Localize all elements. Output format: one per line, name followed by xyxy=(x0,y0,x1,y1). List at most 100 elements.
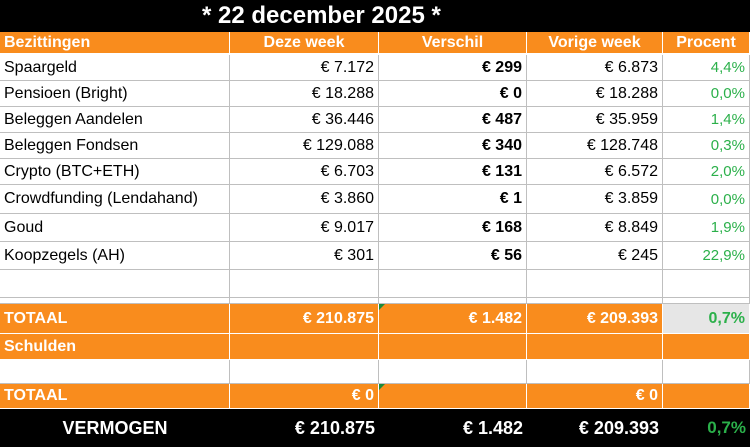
net-worth-row: VERMOGEN € 210.875 € 1.482 € 209.393 0,7… xyxy=(0,409,750,447)
row-pct[interactable]: 4,4% xyxy=(663,55,750,81)
row-last-week[interactable]: € 18.288 xyxy=(527,81,663,107)
empty-cell[interactable] xyxy=(230,298,379,304)
row-this-week[interactable]: € 7.172 xyxy=(230,55,379,81)
empty-cell[interactable] xyxy=(0,360,230,384)
header-deze-week[interactable]: Deze week xyxy=(230,32,379,54)
empty-cell[interactable] xyxy=(379,360,527,384)
table-row: Pensioen (Bright) € 18.288 € 0 € 18.288 … xyxy=(0,81,750,107)
debts-total-last-week[interactable]: € 0 xyxy=(527,384,663,409)
table-row: Crypto (BTC+ETH) € 6.703 € 131 € 6.572 2… xyxy=(0,159,750,185)
empty-cell[interactable] xyxy=(527,270,663,298)
row-name[interactable]: Spaargeld xyxy=(0,55,230,81)
row-this-week[interactable]: € 36.446 xyxy=(230,107,379,133)
empty-cell[interactable] xyxy=(230,360,379,384)
empty-row xyxy=(0,298,750,304)
table-row: Goud € 9.017 € 168 € 8.849 1,9% xyxy=(0,214,750,242)
empty-cell[interactable] xyxy=(527,360,663,384)
row-diff[interactable]: € 56 xyxy=(379,242,527,270)
empty-cell[interactable] xyxy=(0,270,230,298)
debts-header-row: Schulden xyxy=(0,334,750,360)
assets-total-pct[interactable]: 0,7% xyxy=(663,304,750,334)
assets-total-label[interactable]: TOTAAL xyxy=(0,304,230,334)
row-name[interactable]: Beleggen Aandelen xyxy=(0,107,230,133)
debts-header-cell[interactable] xyxy=(663,334,750,360)
debts-total-diff[interactable] xyxy=(379,384,527,409)
row-pct[interactable]: 22,9% xyxy=(663,242,750,270)
row-this-week[interactable]: € 129.088 xyxy=(230,133,379,159)
row-last-week[interactable]: € 8.849 xyxy=(527,214,663,242)
header-vorige-week[interactable]: Vorige week xyxy=(527,32,663,54)
comment-marker-icon xyxy=(379,304,385,310)
header-verschil[interactable]: Verschil xyxy=(379,32,527,54)
empty-cell[interactable] xyxy=(230,270,379,298)
empty-cell[interactable] xyxy=(379,270,527,298)
assets-total-this-week[interactable]: € 210.875 xyxy=(230,304,379,334)
row-this-week[interactable]: € 6.703 xyxy=(230,159,379,185)
row-name[interactable]: Koopzegels (AH) xyxy=(0,242,230,270)
empty-cell[interactable] xyxy=(527,298,663,304)
row-this-week[interactable]: € 18.288 xyxy=(230,81,379,107)
row-diff[interactable]: € 0 xyxy=(379,81,527,107)
empty-cell[interactable] xyxy=(0,298,230,304)
net-worth-pct[interactable]: 0,7% xyxy=(663,409,750,447)
empty-cell[interactable] xyxy=(663,360,750,384)
row-pct[interactable]: 1,9% xyxy=(663,214,750,242)
page-title: * 22 december 2025 * xyxy=(202,2,441,29)
debts-total-row: TOTAAL € 0 € 0 xyxy=(0,384,750,409)
row-last-week[interactable]: € 128.748 xyxy=(527,133,663,159)
title-bar: * 22 december 2025 * xyxy=(0,0,750,32)
header-procent[interactable]: Procent xyxy=(663,32,750,54)
row-diff[interactable]: € 168 xyxy=(379,214,527,242)
row-last-week[interactable]: € 35.959 xyxy=(527,107,663,133)
row-this-week[interactable]: € 301 xyxy=(230,242,379,270)
table-row: Beleggen Aandelen € 36.446 € 487 € 35.95… xyxy=(0,107,750,133)
row-name[interactable]: Pensioen (Bright) xyxy=(0,81,230,107)
debts-header-label[interactable]: Schulden xyxy=(0,334,230,360)
assets-total-last-week[interactable]: € 209.393 xyxy=(527,304,663,334)
row-pct[interactable]: 0,0% xyxy=(663,185,750,214)
net-worth-last-week[interactable]: € 209.393 xyxy=(527,409,663,447)
row-name[interactable]: Beleggen Fondsen xyxy=(0,133,230,159)
empty-row xyxy=(0,360,750,384)
table-row: Crowdfunding (Lendahand) € 3.860 € 1 € 3… xyxy=(0,185,750,214)
row-diff[interactable]: € 487 xyxy=(379,107,527,133)
debts-total-this-week[interactable]: € 0 xyxy=(230,384,379,409)
empty-row xyxy=(0,270,750,298)
net-worth-label[interactable]: VERMOGEN xyxy=(0,409,230,447)
debts-header-cell[interactable] xyxy=(230,334,379,360)
table-row: Spaargeld € 7.172 € 299 € 6.873 4,4% xyxy=(0,55,750,81)
row-diff[interactable]: € 131 xyxy=(379,159,527,185)
row-last-week[interactable]: € 245 xyxy=(527,242,663,270)
row-pct[interactable]: 1,4% xyxy=(663,107,750,133)
table-row: Beleggen Fondsen € 129.088 € 340 € 128.7… xyxy=(0,133,750,159)
header-row: Bezittingen Deze week Verschil Vorige we… xyxy=(0,32,750,54)
empty-cell[interactable] xyxy=(379,298,527,304)
assets-total-diff[interactable]: € 1.482 xyxy=(379,304,527,334)
debts-total-label[interactable]: TOTAAL xyxy=(0,384,230,409)
table-row: Koopzegels (AH) € 301 € 56 € 245 22,9% xyxy=(0,242,750,270)
row-name[interactable]: Goud xyxy=(0,214,230,242)
empty-cell[interactable] xyxy=(663,270,750,298)
row-last-week[interactable]: € 3.859 xyxy=(527,185,663,214)
row-diff[interactable]: € 299 xyxy=(379,55,527,81)
row-last-week[interactable]: € 6.572 xyxy=(527,159,663,185)
header-bezittingen[interactable]: Bezittingen xyxy=(0,32,230,54)
row-name[interactable]: Crowdfunding (Lendahand) xyxy=(0,185,230,214)
row-pct[interactable]: 2,0% xyxy=(663,159,750,185)
debts-header-cell[interactable] xyxy=(527,334,663,360)
debts-total-pct[interactable] xyxy=(663,384,750,409)
row-this-week[interactable]: € 9.017 xyxy=(230,214,379,242)
comment-marker-icon xyxy=(379,384,385,390)
row-pct[interactable]: 0,0% xyxy=(663,81,750,107)
row-this-week[interactable]: € 3.860 xyxy=(230,185,379,214)
net-worth-this-week[interactable]: € 210.875 xyxy=(230,409,379,447)
row-diff[interactable]: € 340 xyxy=(379,133,527,159)
row-diff[interactable]: € 1 xyxy=(379,185,527,214)
net-worth-diff[interactable]: € 1.482 xyxy=(379,409,527,447)
assets-total-row: TOTAAL € 210.875 € 1.482 € 209.393 0,7% xyxy=(0,304,750,334)
row-last-week[interactable]: € 6.873 xyxy=(527,55,663,81)
row-name[interactable]: Crypto (BTC+ETH) xyxy=(0,159,230,185)
debts-header-cell[interactable] xyxy=(379,334,527,360)
row-pct[interactable]: 0,3% xyxy=(663,133,750,159)
